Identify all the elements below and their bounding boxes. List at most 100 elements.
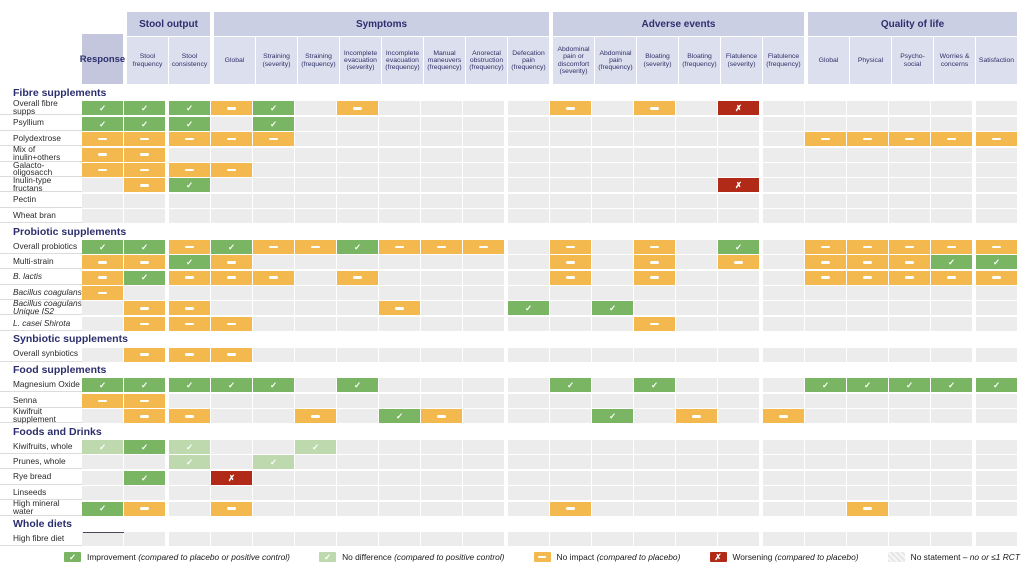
result-cell [379, 116, 420, 131]
table-row: Mix of inulin+others [0, 145, 1018, 162]
result-cell [847, 193, 888, 208]
table-row: Kiwifruits, whole ✓ ✓ ✓ ✓ [0, 439, 1018, 454]
result-cell [634, 301, 675, 316]
table-row: Overall synbiotics [0, 347, 1018, 362]
row-label: Linseeds [0, 486, 82, 501]
result-cell [508, 270, 549, 285]
check-icon: ✓ [269, 380, 278, 391]
result-cell [976, 409, 1017, 424]
check-icon: ✓ [269, 103, 278, 114]
table-row: High mineral water ✓ [0, 499, 1018, 516]
dash-icon [269, 276, 278, 279]
result-cell [508, 501, 549, 516]
result-cell [634, 178, 675, 193]
result-cell [379, 209, 420, 224]
section-heading-label: Food supplements [13, 364, 107, 377]
result-cell [592, 486, 633, 501]
result-cell [592, 101, 633, 116]
result-cell: ✓ [169, 455, 210, 470]
result-cell [295, 193, 336, 208]
result-cell [676, 393, 717, 408]
result-cell [805, 116, 846, 131]
result-cell [592, 193, 633, 208]
dash-icon [437, 245, 446, 249]
dash-icon [140, 168, 149, 172]
result-cell [550, 178, 591, 193]
result-cell [337, 393, 378, 408]
result-cell [718, 439, 759, 454]
result-cell [550, 132, 591, 147]
dash-icon [140, 153, 149, 156]
result-cell [295, 116, 336, 131]
dash-icon [98, 137, 107, 141]
result-cell [634, 116, 675, 131]
result-cell [634, 239, 675, 254]
result-cell [592, 147, 633, 162]
result-cell [847, 409, 888, 424]
result-cell [889, 101, 930, 116]
result-cell [295, 209, 336, 224]
dash-icon [947, 137, 956, 141]
result-cell [253, 239, 294, 254]
check-icon: ✓ [185, 441, 194, 452]
dash-icon [566, 507, 575, 510]
check-icon: ✓ [140, 380, 149, 391]
result-cell [508, 470, 549, 485]
result-cell [124, 209, 165, 224]
result-cell [763, 486, 804, 501]
result-cell: ✓ [295, 439, 336, 454]
column-header: Bloating (severity) [637, 37, 678, 84]
result-cell [676, 286, 717, 301]
result-cell [211, 101, 252, 116]
result-cell [889, 132, 930, 147]
result-cell [634, 347, 675, 362]
result-cell [253, 301, 294, 316]
result-cell [211, 501, 252, 516]
check-icon: ✓ [140, 241, 149, 252]
result-cell [847, 209, 888, 224]
result-cell [931, 162, 972, 177]
row-label: Rye bread [0, 471, 82, 485]
result-cell [847, 501, 888, 516]
result-cell [253, 255, 294, 270]
result-cell [463, 286, 504, 301]
no-impact-swatch-icon [533, 552, 551, 562]
result-cell [889, 455, 930, 470]
check-icon: ✓ [98, 103, 107, 114]
result-cell [463, 470, 504, 485]
check-icon: ✓ [140, 118, 149, 129]
result-cell [253, 393, 294, 408]
result-cell [508, 532, 549, 547]
result-cell [718, 162, 759, 177]
result-cell [718, 316, 759, 331]
result-cell [550, 393, 591, 408]
dash-icon [566, 107, 575, 110]
check-icon: ✓ [269, 118, 278, 129]
column-header: Straining (severity) [256, 37, 297, 84]
result-cell [550, 147, 591, 162]
result-cell [211, 486, 252, 501]
dash-icon [566, 276, 575, 279]
result-cell [253, 270, 294, 285]
result-cell [592, 132, 633, 147]
result-cell [421, 132, 462, 147]
result-cell [805, 209, 846, 224]
result-cell [508, 455, 549, 470]
result-cell [550, 286, 591, 301]
result-cell: ✗ [718, 101, 759, 116]
check-icon: ✓ [992, 257, 1001, 268]
result-cell [463, 270, 504, 285]
dash-icon [863, 276, 872, 279]
result-cell [931, 532, 972, 547]
result-cell [634, 486, 675, 501]
check-icon: ✓ [68, 551, 77, 562]
result-cell [592, 116, 633, 131]
result-cell [676, 178, 717, 193]
result-cell [805, 316, 846, 331]
result-cell [847, 470, 888, 485]
result-cell [82, 393, 123, 408]
result-cell [295, 532, 336, 547]
result-cell [805, 393, 846, 408]
result-cell [463, 409, 504, 424]
